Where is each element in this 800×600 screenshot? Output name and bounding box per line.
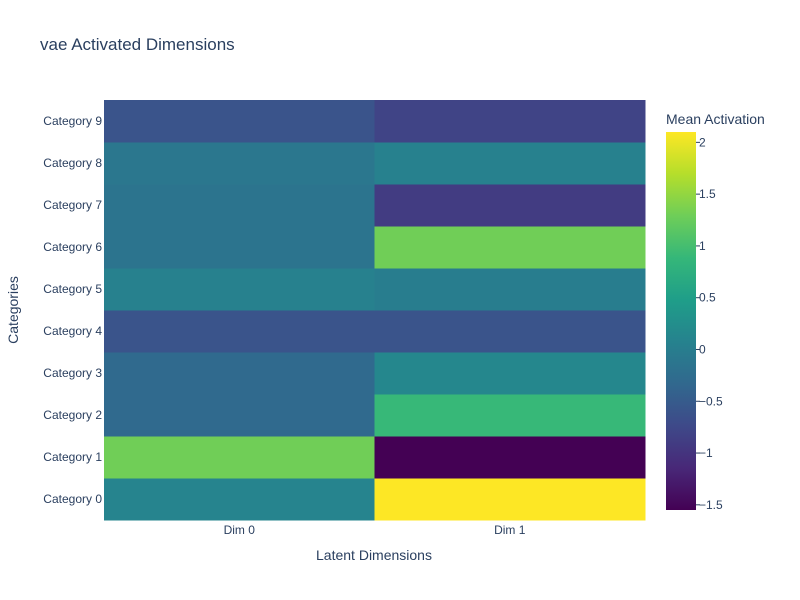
heatmap-cell: [374, 268, 646, 311]
colorbar: [666, 132, 696, 510]
x-axis-ticks: Dim 0 Dim 1: [224, 523, 526, 537]
heatmap-cell: [374, 436, 646, 479]
heatmap-cell: [104, 394, 375, 437]
heatmap-cell: [104, 352, 375, 395]
colorbar-tick-label: −0.5: [699, 394, 723, 408]
y-tick-label: Category 1: [43, 450, 102, 464]
colorbar-ticks: 2 1.5 1 0.5 0 −0.5 −1 −1.5: [696, 135, 723, 512]
x-tick-label: Dim 1: [494, 523, 526, 537]
heatmap-cell: [104, 184, 375, 227]
y-tick-label: Category 4: [43, 324, 102, 338]
y-tick-label: Category 3: [43, 366, 102, 380]
chart-title: vae Activated Dimensions: [40, 35, 235, 54]
heatmap-cell: [104, 268, 375, 311]
colorbar-tick-label: 1.5: [699, 187, 716, 201]
colorbar-tick-label: −1.5: [699, 498, 723, 512]
colorbar-tick-label: 0.5: [699, 291, 716, 305]
heatmap-cell: [374, 142, 646, 185]
y-axis-title: Categories: [5, 276, 21, 344]
colorbar-tick-label: 0: [699, 342, 706, 356]
y-tick-label: Category 8: [43, 156, 102, 170]
y-tick-label: Category 0: [43, 492, 102, 506]
heatmap-cell: [104, 226, 375, 269]
heatmap-cell: [374, 100, 646, 143]
y-tick-label: Category 9: [43, 114, 102, 128]
heatmap-cell: [104, 142, 375, 185]
heatmap-cells: [104, 100, 646, 521]
heatmap-cell: [374, 352, 646, 395]
heatmap-cell: [374, 394, 646, 437]
y-tick-label: Category 6: [43, 240, 102, 254]
y-tick-label: Category 2: [43, 408, 102, 422]
heatmap-cell: [104, 310, 375, 353]
heatmap-cell: [104, 100, 375, 143]
y-tick-label: Category 7: [43, 198, 102, 212]
x-axis-title: Latent Dimensions: [316, 547, 432, 563]
heatmap-cell: [104, 478, 375, 521]
heatmap-cell: [374, 184, 646, 227]
colorbar-tick-label: 2: [699, 135, 706, 149]
heatmap-cell: [374, 226, 646, 269]
heatmap-cell: [374, 310, 646, 353]
y-axis-ticks: Category 0 Category 1 Category 2 Category 3…: [43, 114, 102, 506]
x-tick-label: Dim 0: [224, 523, 256, 537]
heatmap-cell: [104, 436, 375, 479]
colorbar-tick-label: −1: [699, 446, 713, 460]
colorbar-title: Mean Activation: [666, 111, 765, 127]
y-tick-label: Category 5: [43, 282, 102, 296]
colorbar-tick-label: 1: [699, 239, 706, 253]
heatmap-cell: [374, 478, 646, 521]
